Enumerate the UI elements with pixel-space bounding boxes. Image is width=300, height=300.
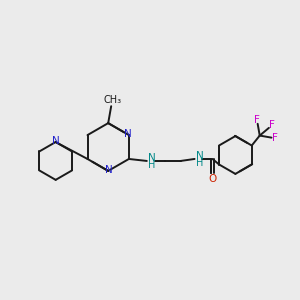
Text: F: F (254, 115, 260, 125)
Text: F: F (269, 120, 275, 130)
Text: CH₃: CH₃ (103, 95, 121, 105)
Text: O: O (208, 174, 217, 184)
Text: H: H (148, 160, 155, 170)
Text: N: N (148, 153, 156, 163)
Text: N: N (196, 151, 203, 161)
Text: F: F (272, 133, 278, 143)
Text: N: N (52, 136, 59, 146)
Text: H: H (196, 158, 203, 168)
Text: N: N (124, 129, 132, 139)
Text: N: N (105, 165, 113, 175)
